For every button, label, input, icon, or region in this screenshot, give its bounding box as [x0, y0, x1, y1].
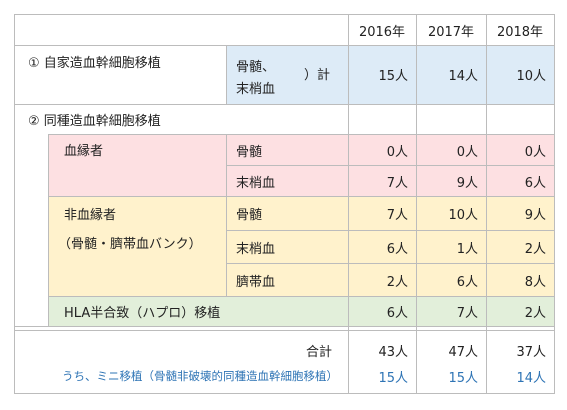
- related-bm-2018: 0人: [524, 144, 546, 160]
- unrelated-source-peripheral-blood: 末梢血: [236, 241, 276, 257]
- allogeneic-label: ② 同種造血幹細胞移植: [28, 113, 161, 129]
- unrelated-pb-2018: 2人: [524, 241, 546, 257]
- related-bm-2016: 0人: [386, 144, 408, 160]
- mini-2018: 14人: [516, 370, 546, 386]
- line-autologous-bottom: [14, 104, 554, 105]
- line-source-left-2: [226, 134, 227, 296]
- related-source-peripheral-blood: 末梢血: [236, 175, 276, 191]
- autologous-source-line2: 末梢血: [236, 81, 276, 97]
- unrelated-cb-2016: 2人: [386, 274, 408, 290]
- autologous-value-2016: 15人: [378, 69, 408, 84]
- haplo-label: HLA半合致（ハプロ）移植: [64, 306, 221, 321]
- unrelated-cb-2018: 8人: [524, 274, 546, 290]
- total-label: 合計: [305, 344, 332, 360]
- line-col1-left: [348, 14, 349, 394]
- unrelated-source-bone-marrow: 骨髄: [236, 208, 263, 223]
- unrelated-pb-2017: 1人: [456, 241, 478, 257]
- related-bm-2017: 0人: [456, 144, 478, 160]
- autologous-label: ① 自家造血幹細胞移植: [28, 56, 161, 71]
- autologous-source-line1: 骨髄、: [236, 59, 276, 75]
- haplo-bg: [48, 296, 554, 326]
- haplo-2018: 2人: [524, 306, 546, 321]
- line-unrelated-top: [48, 196, 554, 197]
- unrelated-label-line1: 非血縁者: [64, 207, 117, 223]
- related-pb-2018: 6人: [524, 175, 546, 191]
- line-related-mid: [226, 165, 554, 166]
- total-2017: 47人: [448, 344, 478, 360]
- line-source-left: [226, 45, 227, 104]
- unrelated-bm-2017: 10人: [448, 208, 478, 223]
- header-year-2016: 2016年: [358, 24, 406, 40]
- mini-label: うち、ミニ移植（骨髄非破壊的同種造血幹細胞移植）: [62, 369, 338, 383]
- total-2018: 37人: [516, 344, 546, 360]
- line-unrelated-mid2: [226, 263, 554, 264]
- border-right: [554, 14, 555, 394]
- border-bottom: [14, 393, 554, 394]
- unrelated-cb-2017: 6人: [456, 274, 478, 290]
- haplo-2016: 6人: [386, 306, 408, 321]
- header-year-2017: 2017年: [427, 24, 475, 40]
- autologous-source-bg: [226, 45, 348, 104]
- total-2016: 43人: [378, 344, 408, 360]
- border-top: [14, 14, 554, 15]
- line-header-bottom: [14, 45, 554, 46]
- related-source-bone-marrow: 骨髄: [236, 144, 263, 160]
- line-unrelated-mid1: [226, 230, 554, 231]
- unrelated-source-cord-blood: 臍帯血: [236, 274, 276, 290]
- line-haplo-bottom: [14, 326, 554, 327]
- mini-2016: 15人: [378, 370, 408, 386]
- autologous-bracket: ）計: [304, 67, 331, 83]
- autologous-value-2018: 10人: [516, 69, 546, 84]
- unrelated-pb-2016: 6人: [386, 241, 408, 257]
- autologous-value-2017: 14人: [448, 69, 478, 84]
- related-pb-2017: 9人: [456, 175, 478, 191]
- autologous-values-bg: [348, 45, 554, 104]
- related-label: 血縁者: [64, 144, 104, 159]
- border-left: [14, 14, 15, 394]
- line-col2-left: [416, 14, 417, 394]
- line-haplo-top: [48, 296, 554, 297]
- haplo-2017: 7人: [456, 306, 478, 321]
- unrelated-bg: [48, 196, 554, 296]
- unrelated-bm-2016: 7人: [386, 208, 408, 223]
- line-total-top: [14, 330, 554, 331]
- line-col3-left: [486, 14, 487, 394]
- line-indent-left: [48, 134, 49, 326]
- unrelated-bm-2018: 9人: [524, 208, 546, 223]
- mini-2017: 15人: [448, 370, 478, 386]
- unrelated-label-line2: （骨髄・臍帯血バンク）: [58, 236, 202, 252]
- line-related-top: [48, 134, 554, 135]
- header-year-2018: 2018年: [496, 24, 544, 40]
- related-pb-2016: 7人: [386, 175, 408, 191]
